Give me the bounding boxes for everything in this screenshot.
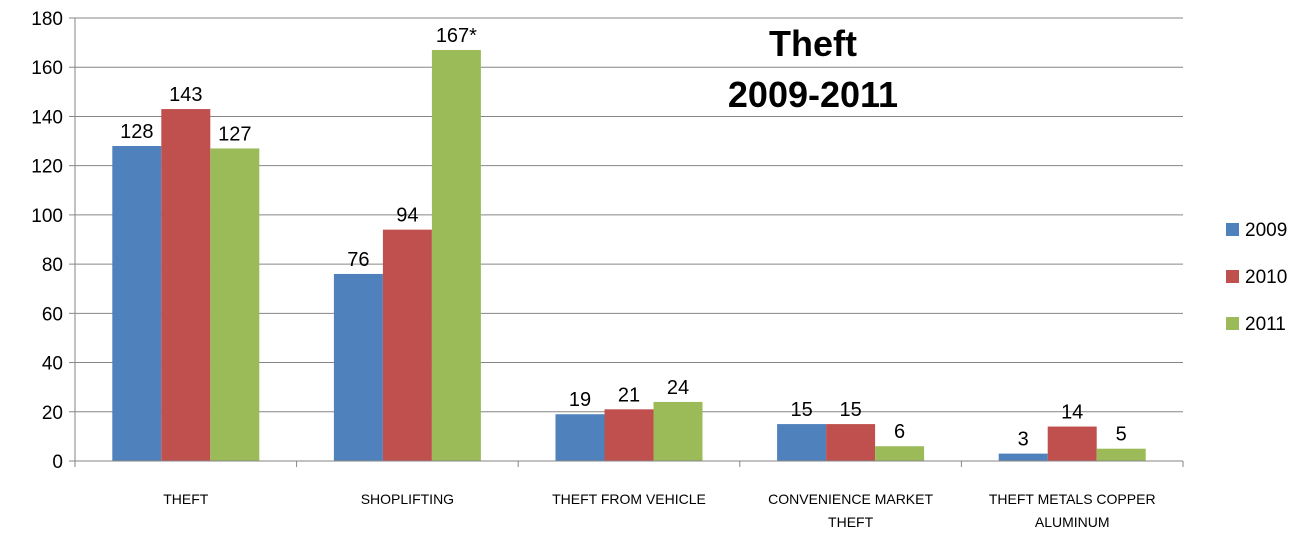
data-label: 19 xyxy=(569,389,591,411)
data-label: 3 xyxy=(1018,429,1029,451)
chart-title-line: Theft xyxy=(769,23,857,64)
y-tick-label: 80 xyxy=(42,255,63,276)
data-label: 15 xyxy=(839,399,861,421)
bar-2009 xyxy=(555,414,605,461)
data-label: 15 xyxy=(790,399,812,421)
bar-2010 xyxy=(382,229,432,461)
legend-label: 2009 xyxy=(1245,220,1287,241)
category-label: THEFT METALS COPPER xyxy=(989,491,1156,507)
y-tick-label: 20 xyxy=(42,403,63,424)
bar-2010 xyxy=(161,109,211,462)
data-label: 24 xyxy=(667,377,689,399)
bar-2009 xyxy=(112,145,162,461)
category-labels: THEFT SHOPLIFTING THEFT FROM VEHICLE CONVEN… xyxy=(163,491,1155,530)
y-tick-label: 140 xyxy=(31,107,63,128)
category-label: THEFT xyxy=(828,514,874,530)
legend-swatch xyxy=(1226,317,1239,330)
category-label: CONVENIENCE MARKET xyxy=(768,491,933,507)
bar-2010 xyxy=(826,424,876,461)
data-label: 127 xyxy=(218,123,251,145)
category-label: ALUMINUM xyxy=(1035,514,1110,530)
y-tick-label: 40 xyxy=(42,354,63,375)
bars xyxy=(112,49,1146,462)
category-label: SHOPLIFTING xyxy=(361,491,454,507)
y-tick-label: 180 xyxy=(31,9,63,30)
y-tick-label: 120 xyxy=(31,157,63,178)
legend-swatch xyxy=(1226,270,1239,283)
y-tick-label: 100 xyxy=(31,206,63,227)
data-label: 6 xyxy=(894,421,905,443)
y-tick-label: 0 xyxy=(52,452,63,473)
bar-2011 xyxy=(431,49,481,461)
bar-2011 xyxy=(1096,448,1146,461)
category-label: THEFT xyxy=(163,491,209,507)
data-label: 167* xyxy=(436,25,477,47)
legend: 2009 2010 2011 xyxy=(1226,220,1287,335)
y-tick-label: 160 xyxy=(31,58,63,79)
bar-2011 xyxy=(875,446,925,461)
bar-2011 xyxy=(653,401,703,461)
axes xyxy=(69,17,1184,467)
category-label: THEFT FROM VEHICLE xyxy=(552,491,706,507)
y-tick-labels: 0 20 40 60 80 100 120 140 160 180 xyxy=(31,9,63,473)
data-label: 128 xyxy=(120,121,153,143)
data-label: 94 xyxy=(396,205,418,227)
data-labels: 128 143 127 76 94 167* 19 21 24 15 15 6 3 14 5 xyxy=(120,25,1127,451)
bar-2010 xyxy=(1047,426,1097,461)
bar-2011 xyxy=(210,148,260,461)
bar-2009 xyxy=(333,273,383,461)
data-label: 5 xyxy=(1116,424,1127,446)
legend-swatch xyxy=(1226,223,1239,236)
legend-label: 2011 xyxy=(1245,314,1286,335)
legend-label: 2010 xyxy=(1245,267,1287,288)
data-label: 14 xyxy=(1061,402,1083,424)
chart-title-line: 2009-2011 xyxy=(728,74,898,115)
bar-2009 xyxy=(777,424,827,461)
data-label: 76 xyxy=(347,249,369,271)
chart-title: Theft 2009-2011 xyxy=(728,23,898,115)
data-label: 21 xyxy=(618,384,640,406)
bar-2010 xyxy=(604,409,654,461)
data-label: 143 xyxy=(169,84,202,106)
gridlines xyxy=(75,17,1183,413)
bar-2009 xyxy=(998,453,1048,461)
y-tick-label: 60 xyxy=(42,304,63,325)
